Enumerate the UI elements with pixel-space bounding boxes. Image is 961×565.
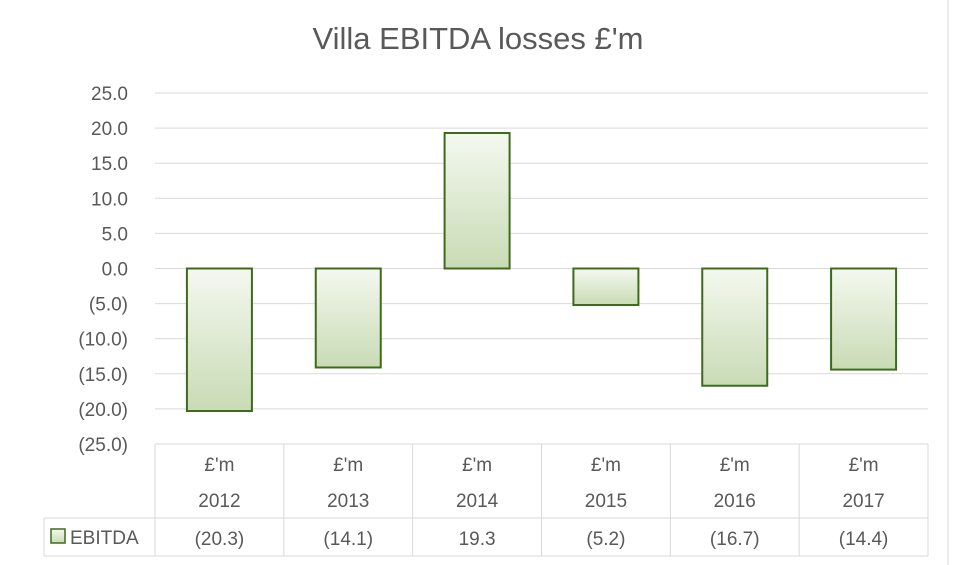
bar-2014: [443, 132, 511, 270]
table-unit-label: £'m: [720, 455, 750, 476]
table-value: (20.3): [195, 529, 245, 550]
table-value: (14.4): [839, 529, 889, 550]
y-tick-label: 15.0: [91, 154, 128, 175]
table-value: (5.2): [586, 529, 625, 550]
y-tick-label: (20.0): [78, 400, 128, 421]
table-year-label: 2013: [327, 491, 369, 512]
table-unit-label: £'m: [333, 455, 363, 476]
table-year-label: 2012: [198, 491, 240, 512]
table-value: (14.1): [323, 529, 373, 550]
bar-2016: [701, 267, 769, 387]
y-tick-label: 25.0: [91, 84, 128, 105]
table-value: 19.3: [459, 529, 496, 550]
legend-key: [50, 528, 66, 544]
bars: [185, 132, 898, 413]
gridlines: [155, 92, 928, 445]
y-tick-label: (5.0): [89, 295, 128, 316]
y-tick-label: 10.0: [91, 189, 128, 210]
bar-2015: [572, 267, 640, 307]
bar-2013: [314, 267, 382, 369]
chart-title: Villa EBITDA losses £'m: [313, 21, 644, 56]
bar-2012: [185, 267, 253, 413]
bar-2017: [830, 267, 898, 371]
table-unit-label: £'m: [462, 455, 492, 476]
table-value: (16.7): [710, 529, 760, 550]
y-axis: 25.0 20.0 15.0 10.0 5.0 0.0 (5.0) (10.0) (15.0) (…: [78, 84, 128, 456]
y-tick-label: (15.0): [78, 365, 128, 386]
y-tick-label: 20.0: [91, 119, 128, 140]
table-year-label: 2017: [842, 491, 884, 512]
y-tick-label: 0.0: [102, 260, 128, 281]
y-tick-label: (10.0): [78, 330, 128, 351]
table-year-label: 2014: [456, 491, 499, 512]
table-year-label: 2016: [714, 491, 756, 512]
y-tick-label: 5.0: [102, 224, 128, 245]
y-tick-label: (25.0): [78, 435, 128, 456]
data-table: £'m 2012 (20.3) £'m 2013 (14.1) £'m 2014 19.3 £'m…: [43, 443, 929, 557]
legend-label: EBITDA: [70, 528, 139, 549]
table-unit-label: £'m: [591, 455, 621, 476]
table-year-label: 2015: [585, 491, 627, 512]
table-unit-label: £'m: [849, 455, 879, 476]
table-unit-label: £'m: [204, 455, 234, 476]
